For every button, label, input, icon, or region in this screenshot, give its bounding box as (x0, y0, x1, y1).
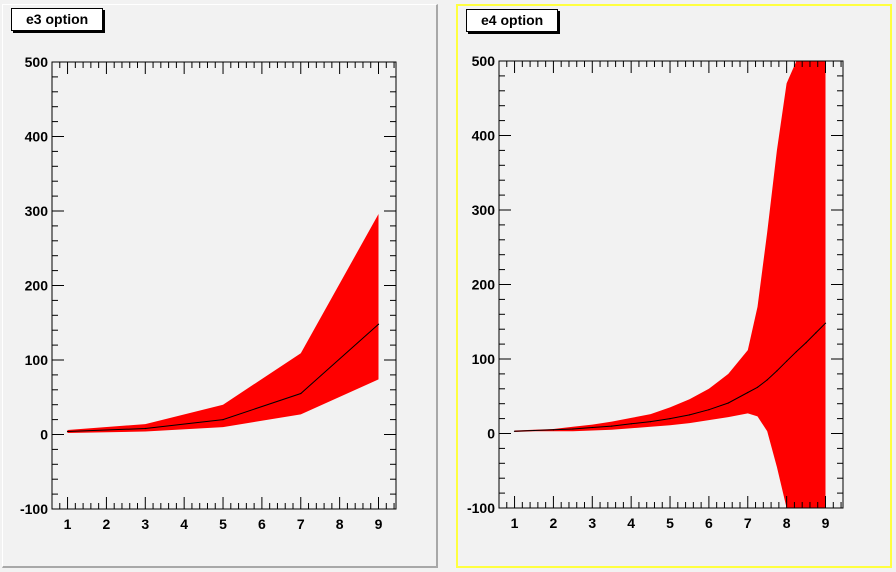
data-point (766, 379, 768, 381)
data-point (815, 332, 817, 334)
x-tick-label: 9 (822, 515, 830, 531)
x-tick-label: 5 (219, 516, 227, 532)
data-point (805, 342, 807, 344)
y-tick-label: 500 (25, 54, 49, 70)
data-point (708, 409, 710, 411)
data-point (144, 427, 146, 430)
y-tick-label: 300 (25, 203, 49, 219)
x-tick-label: 4 (180, 516, 188, 532)
data-point (513, 430, 516, 432)
data-point (669, 418, 671, 420)
pad-title-label: e4 option (466, 9, 559, 32)
y-tick-label: 100 (25, 352, 49, 368)
x-tick-label: 3 (588, 515, 596, 531)
x-tick-label: 6 (258, 516, 266, 532)
error-band (514, 61, 826, 508)
x-tick-label: 4 (627, 515, 635, 531)
data-point (650, 421, 652, 423)
x-tick-label: 1 (64, 516, 72, 532)
data-point (786, 360, 788, 362)
y-tick-label: 0 (40, 427, 48, 443)
x-tick-label: 2 (550, 515, 558, 531)
data-point (591, 426, 593, 429)
data-point (824, 322, 827, 324)
data-point (688, 414, 691, 416)
x-tick-label: 9 (375, 516, 383, 532)
x-tick-label: 7 (744, 515, 752, 531)
error-band (67, 214, 379, 433)
data-point (377, 323, 380, 325)
y-tick-label: 500 (472, 53, 496, 69)
data-point (222, 419, 224, 421)
data-point (533, 429, 535, 432)
data-point (611, 425, 613, 427)
y-tick-label: 400 (25, 129, 49, 145)
chart-e3: -100 0 100 200 300 400 500 1 2 3 4 5 6 7 8 9 (20, 54, 397, 532)
data-point (630, 423, 632, 425)
chart-e4: -100 0 100 200 300 400 500 1 2 3 4 5 6 7 8 9 (467, 53, 844, 531)
y-tick-label: 0 (487, 426, 495, 442)
data-point (552, 429, 554, 431)
x-tick-label: 6 (705, 515, 713, 531)
data-point (756, 386, 759, 388)
x-tick-label: 8 (783, 515, 791, 531)
x-tick-label: 8 (336, 516, 344, 532)
y-tick-label: 400 (472, 128, 496, 144)
x-tick-label: 3 (141, 516, 149, 532)
y-tick-label: -100 (467, 500, 495, 516)
canvas-pad-right[interactable]: e4 option -100 0 100 200 300 400 500 1 2 3 4 5 6 7 8 9 (456, 4, 892, 568)
data-point (300, 392, 302, 395)
y-tick-label: -100 (20, 501, 48, 517)
x-tick-label: 5 (666, 515, 674, 531)
data-point (66, 430, 69, 433)
data-point (572, 428, 574, 430)
y-tick-label: 200 (472, 277, 496, 293)
x-tick-label: 1 (511, 515, 519, 531)
y-tick-label: 100 (472, 351, 496, 367)
data-point (795, 351, 797, 353)
x-tick-label: 7 (297, 516, 305, 532)
y-tick-label: 300 (472, 202, 496, 218)
y-tick-label: 200 (25, 278, 49, 294)
pad-title-label: e3 option (11, 8, 104, 31)
x-tick-label: 2 (103, 516, 111, 532)
data-point (776, 370, 778, 372)
data-point (747, 391, 749, 394)
canvas-pad-left[interactable]: e3 option -100 0 100 200 300 400 500 1 2 3 4 5 6 7 8 9 (2, 4, 438, 568)
data-point (727, 402, 729, 404)
